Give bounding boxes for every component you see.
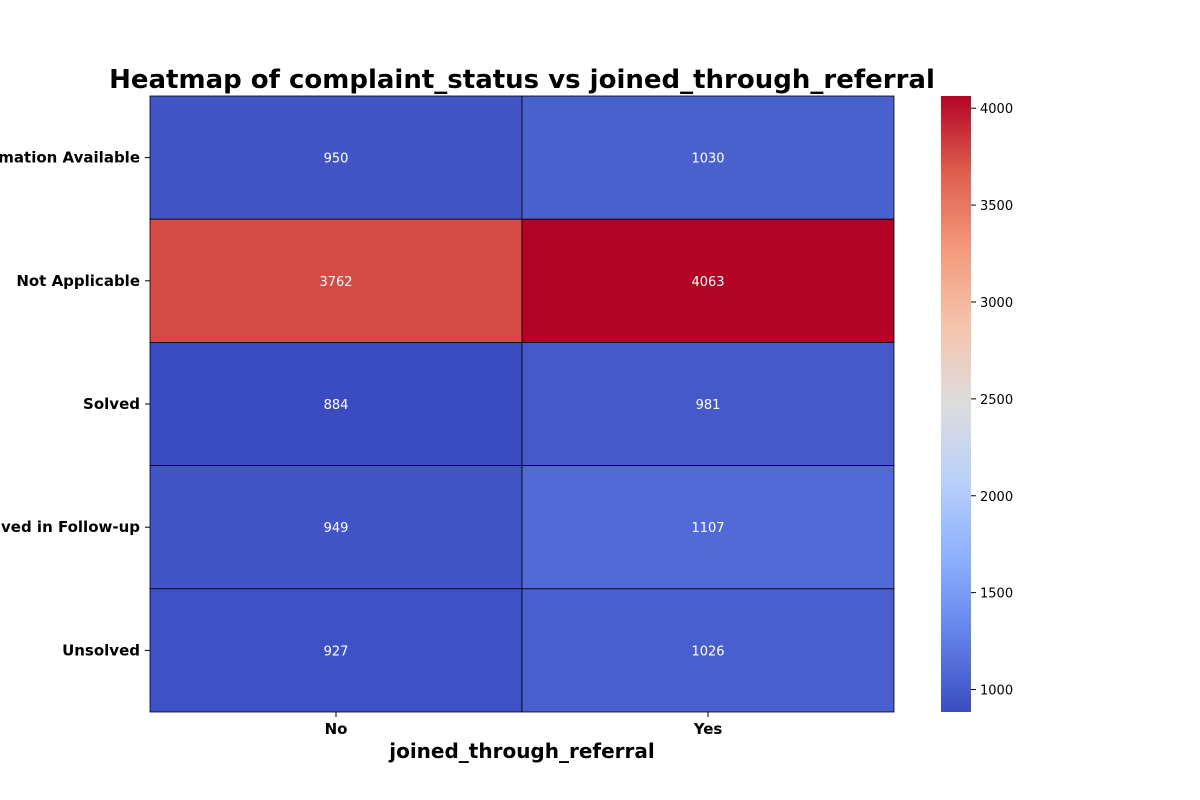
- heatmap-cell: [521, 95, 895, 220]
- x-tick-label: No: [325, 720, 348, 738]
- x-axis: No Yes: [325, 712, 723, 738]
- cell-value-label: 4063: [691, 275, 724, 290]
- colorbar-scale: [941, 96, 971, 712]
- colorbar-tick-label: 2500: [980, 393, 1013, 408]
- heatmap-cell: [149, 341, 523, 466]
- cell-value-label: 1026: [691, 644, 724, 659]
- cell-value-label: 1107: [691, 521, 724, 536]
- heatmap-cell: [521, 465, 895, 590]
- y-tick-label: Solved: [83, 395, 140, 413]
- y-axis: No Information Available Not Applicable So…: [0, 149, 150, 659]
- colorbar-tick-label: 3500: [980, 199, 1013, 214]
- colorbar: 1000 1500 2000 2500 3000 3500 4000: [941, 96, 1013, 712]
- heatmap-cell: [149, 465, 523, 590]
- heatmap-cells: [149, 95, 895, 713]
- colorbar-tick-label: 1500: [980, 587, 1013, 602]
- cell-value-label: 884: [324, 398, 349, 413]
- colorbar-tick-label: 2000: [980, 490, 1013, 505]
- colorbar-tick-label: 3000: [980, 296, 1013, 311]
- heatmap-cell-labels: 950 1030 3762 4063 884 981 949 1107 927 1026: [319, 152, 724, 660]
- cell-value-label: 1030: [691, 152, 724, 167]
- y-tick-label: Solved in Follow-up: [0, 518, 140, 536]
- cell-value-label: 949: [324, 521, 349, 536]
- colorbar-tick-label: 4000: [980, 102, 1013, 117]
- cell-value-label: 950: [324, 152, 349, 167]
- cell-value-label: 3762: [319, 275, 352, 290]
- colorbar-tick-label: 1000: [980, 684, 1013, 699]
- y-tick-label: Unsolved: [62, 641, 140, 659]
- cell-value-label: 981: [696, 398, 721, 413]
- heatmap-cell: [521, 341, 895, 466]
- x-tick-label: Yes: [693, 720, 723, 738]
- heatmap-cell: [521, 588, 895, 713]
- cell-value-label: 927: [324, 644, 349, 659]
- x-axis-title: joined_through_referral: [388, 739, 655, 763]
- heatmap-cell: [521, 218, 895, 343]
- y-tick-label: Not Applicable: [16, 272, 140, 290]
- y-tick-label: No Information Available: [0, 149, 140, 167]
- chart-title: Heatmap of complaint_status vs joined_th…: [109, 65, 935, 95]
- heatmap-cell: [149, 95, 523, 220]
- heatmap-cell: [149, 218, 523, 343]
